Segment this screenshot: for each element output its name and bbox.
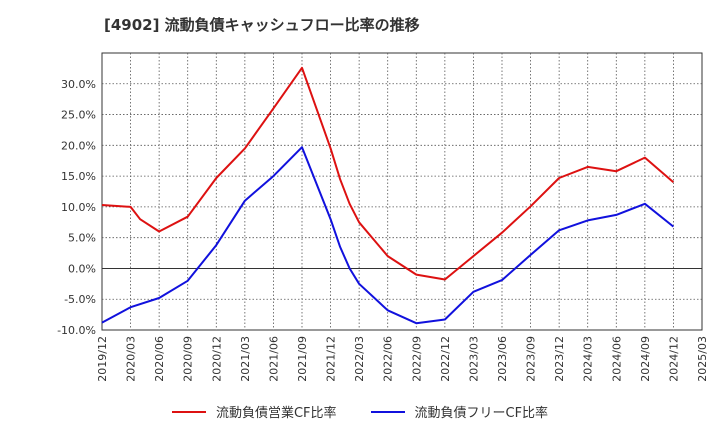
x-tick-label: 2020/03 xyxy=(125,336,138,382)
x-tick-label: 2021/03 xyxy=(239,336,252,382)
chart-legend: 流動負債営業CF比率 流動負債フリーCF比率 xyxy=(0,402,720,421)
y-tick-label: 10.0% xyxy=(61,201,96,214)
series-line-2 xyxy=(101,146,675,325)
x-tick-label: 2020/06 xyxy=(153,336,166,382)
x-tick-label: 2021/06 xyxy=(267,336,280,382)
legend-item: 流動負債営業CF比率 xyxy=(171,402,337,421)
x-tick-label: 2020/12 xyxy=(210,336,223,382)
legend-swatch xyxy=(370,410,405,413)
x-tick-label: 2022/06 xyxy=(382,336,395,382)
x-tick-label: 2023/06 xyxy=(496,336,509,382)
y-tick-label: 30.0% xyxy=(61,78,96,91)
legend-item: 流動負債フリーCF比率 xyxy=(370,402,549,421)
y-tick-label: -5.0% xyxy=(64,293,96,306)
x-tick-label: 2024/12 xyxy=(667,336,680,382)
x-tick-label: 2023/09 xyxy=(525,336,538,382)
chart-title: [4902] 流動負債キャッシュフロー比率の推移 xyxy=(104,16,420,34)
x-tick-label: 2022/12 xyxy=(439,336,452,382)
y-tick-label: 15.0% xyxy=(61,170,96,183)
y-tick-label: 20.0% xyxy=(61,139,96,152)
legend-swatch xyxy=(171,410,206,413)
x-tick-label: 2025/03 xyxy=(696,336,709,382)
x-tick-label: 2021/12 xyxy=(325,336,338,382)
y-tick-label: 25.0% xyxy=(61,109,96,122)
legend-label: 流動負債営業CF比率 xyxy=(215,406,337,421)
x-tick-label: 2019/12 xyxy=(96,336,109,382)
x-tick-label: 2022/03 xyxy=(353,336,366,382)
y-tick-label: 5.0% xyxy=(68,232,96,245)
legend-label: 流動負債フリーCF比率 xyxy=(414,406,549,421)
x-tick-label: 2020/09 xyxy=(182,336,195,382)
x-tick-label: 2023/12 xyxy=(553,336,566,382)
x-tick-label: 2021/09 xyxy=(296,336,309,382)
x-tick-label: 2024/03 xyxy=(582,336,595,382)
x-tick-label: 2022/09 xyxy=(410,336,423,382)
plot-area xyxy=(101,52,703,331)
x-tick-label: 2024/06 xyxy=(610,336,623,382)
y-tick-label: 0.0% xyxy=(68,262,96,275)
x-tick-label: 2023/03 xyxy=(467,336,480,382)
x-tick-label: 2024/09 xyxy=(639,336,652,382)
series-line-1 xyxy=(101,66,675,281)
y-tick-label: -10.0% xyxy=(57,324,96,337)
